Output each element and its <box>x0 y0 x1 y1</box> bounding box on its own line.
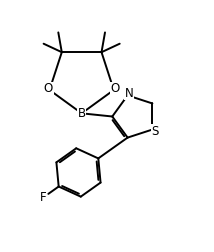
Text: N: N <box>125 87 134 100</box>
Text: B: B <box>78 107 86 120</box>
Text: F: F <box>40 191 47 204</box>
Text: O: O <box>110 82 119 96</box>
Text: S: S <box>151 125 159 138</box>
Text: O: O <box>44 82 53 96</box>
